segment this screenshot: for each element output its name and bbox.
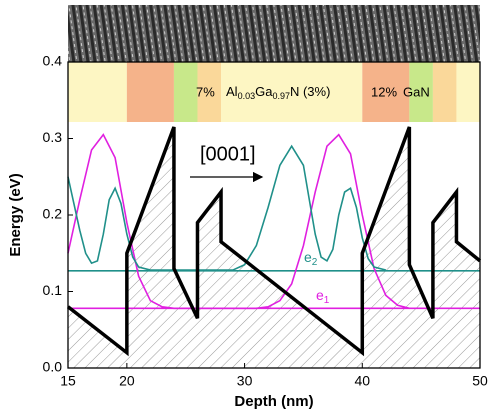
- layer: [126, 62, 174, 122]
- e1-label: e1: [316, 287, 330, 306]
- layer-label-part: 0.97: [272, 91, 290, 101]
- band-line: [66, 126, 482, 357]
- y-tick-label: 0.1: [43, 282, 63, 298]
- direction-label: [0001]: [200, 143, 256, 165]
- layer-label: GaN: [403, 84, 430, 99]
- layer-label-part: 0.03: [238, 91, 256, 101]
- layer: [409, 62, 433, 122]
- layer: [221, 62, 363, 122]
- wavefunction-line: [67, 133, 410, 310]
- y-tick-label: 0.0: [43, 359, 63, 375]
- layer: [456, 62, 480, 122]
- layer-label: 7%: [196, 84, 215, 99]
- layer: [173, 62, 198, 122]
- layer-label-part: Ga: [255, 84, 273, 99]
- x-tick-label: 20: [119, 373, 135, 389]
- y-tick-label: 0.4: [43, 53, 63, 69]
- x-tick-label: 15: [60, 373, 76, 389]
- e2-label-part: e: [304, 249, 312, 265]
- layer-label: Al0.03Ga0.97N (3%): [226, 84, 330, 101]
- e1-label-part: 1: [324, 295, 330, 306]
- y-tick-label: 0.2: [43, 206, 63, 222]
- tem-image: [68, 5, 480, 62]
- x-axis-label: Depth (nm): [234, 393, 313, 410]
- e2-label-part: 2: [312, 257, 318, 268]
- layer: [68, 62, 127, 122]
- wavefunction-line: [67, 144, 387, 271]
- layer-label: 12%: [371, 84, 397, 99]
- x-tick-label: 50: [472, 373, 488, 389]
- layer-label-part: N (3%): [290, 84, 330, 99]
- e2-label: e2: [304, 249, 318, 268]
- e1-label-part: e: [316, 287, 324, 303]
- x-tick-label: 30: [237, 373, 253, 389]
- y-tick-label: 0.3: [43, 129, 63, 145]
- layer: [197, 62, 222, 122]
- layer-label-part: Al: [226, 84, 238, 99]
- layer: [432, 62, 457, 122]
- y-axis-label: Energy (eV): [7, 173, 24, 256]
- layer: [362, 62, 410, 122]
- x-tick-label: 40: [354, 373, 370, 389]
